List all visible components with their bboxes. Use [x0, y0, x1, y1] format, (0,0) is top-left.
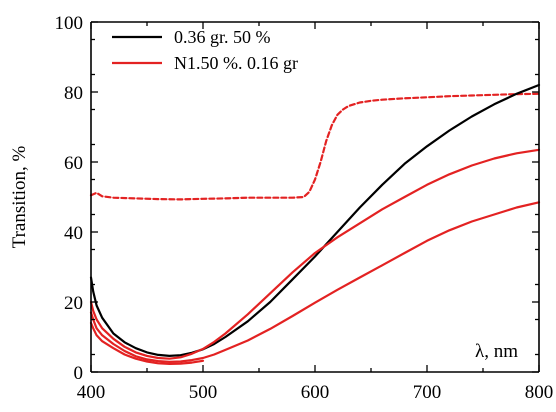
- y-tick-label-2: 40: [64, 223, 83, 244]
- x-tick-label-3: 700: [413, 382, 442, 403]
- x-tick-label-1: 500: [189, 382, 218, 403]
- legend-label-1: N1.50 %. 0.16 gr: [174, 53, 298, 73]
- y-tick-label-0: 0: [74, 363, 84, 384]
- y-tick-label-4: 80: [64, 83, 83, 104]
- series-line-3: [89, 201, 541, 363]
- y-tick-label-3: 60: [64, 153, 83, 174]
- y-tick-label-1: 20: [64, 293, 83, 314]
- y-tick-label-5: 100: [55, 13, 84, 34]
- series-line-0: [89, 92, 541, 201]
- ticks-layer: [90, 21, 540, 373]
- x-tick-label-4: 800: [525, 382, 554, 403]
- axes-layer: [90, 21, 540, 373]
- y-axis-title: Transition, %: [9, 145, 30, 248]
- series-line-2: [89, 148, 541, 360]
- legend-label-0: 0.36 gr. 50 %: [174, 27, 271, 47]
- series-line-4: [89, 321, 205, 365]
- series-layer: [89, 83, 541, 365]
- series-line-1: [89, 83, 541, 357]
- x-tick-label-2: 600: [301, 382, 330, 403]
- x-tick-label-0: 400: [77, 382, 106, 403]
- x-axis-title: λ, nm: [475, 341, 518, 362]
- legend: 0.36 gr. 50 % N1.50 %. 0.16 gr: [112, 27, 298, 73]
- labels-layer: 0 20 40 60 80 100 400 500 600 700 800: [55, 13, 554, 403]
